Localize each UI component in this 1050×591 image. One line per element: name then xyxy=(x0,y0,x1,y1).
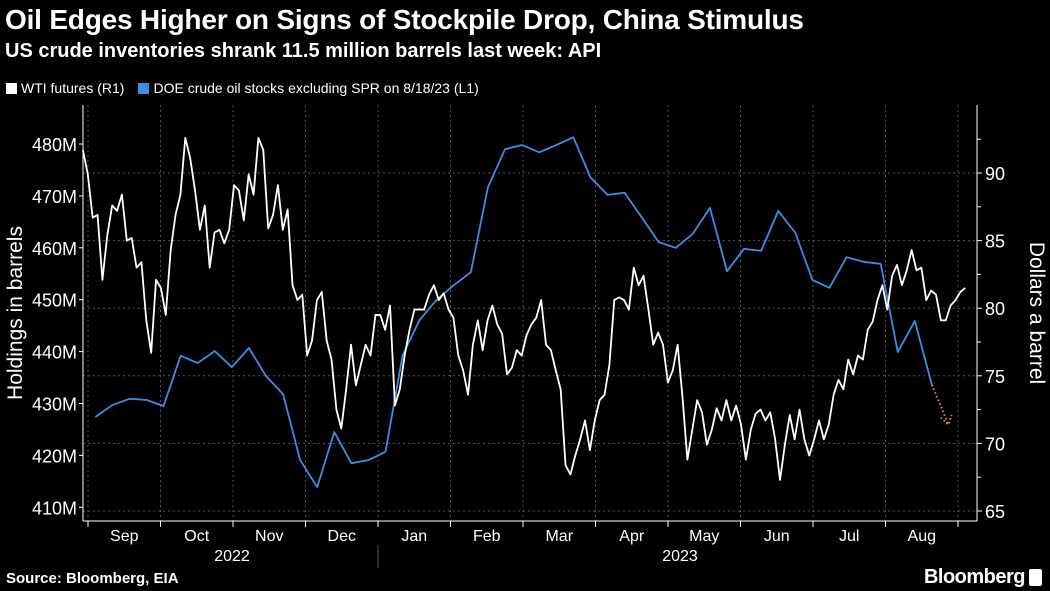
left-axis-title: Holdings in barrels xyxy=(4,226,27,400)
legend-item-doe: DOE crude oil stocks excluding SPR on 8/… xyxy=(138,80,479,96)
left-tick-label: 460M xyxy=(32,239,77,259)
source-note: Source: Bloomberg, EIA xyxy=(6,570,179,587)
legend: WTI futures (R1) DOE crude oil stocks ex… xyxy=(6,80,479,96)
x-tick-label: Oct xyxy=(184,528,209,545)
x-tick-label: Jan xyxy=(401,528,427,545)
left-tick-label: 480M xyxy=(32,135,77,155)
x-tick-label: Feb xyxy=(473,528,501,545)
bloomberg-terminal-icon xyxy=(1029,569,1042,586)
x-tick-label: Jul xyxy=(839,528,859,545)
left-tick-label: 440M xyxy=(32,343,77,363)
right-axis-title: Dollars a barrel xyxy=(1025,242,1048,384)
legend-label-wti: WTI futures (R1) xyxy=(21,80,125,96)
x-tick-label: Jun xyxy=(764,528,790,545)
brand-label: Bloomberg xyxy=(923,566,1026,588)
legend-swatch-wti xyxy=(6,82,17,94)
right-tick-label: 70 xyxy=(985,434,1005,454)
left-tick-label: 470M xyxy=(32,187,77,207)
legend-label-doe: DOE crude oil stocks excluding SPR on 8/… xyxy=(153,80,479,96)
legend-swatch-doe xyxy=(138,82,150,94)
x-tick-label: May xyxy=(689,528,719,545)
doe-stocks-line xyxy=(94,136,933,488)
legend-item-wti: WTI futures (R1) xyxy=(6,80,124,96)
chart-title: Oil Edges Higher on Signs of Stockpile D… xyxy=(5,4,804,35)
right-tick-label: 90 xyxy=(985,164,1005,184)
right-tick-label: 65 xyxy=(985,502,1005,522)
x-tick-label: Apr xyxy=(619,528,645,545)
left-tick-label: 420M xyxy=(32,446,77,466)
x-tick-label: Aug xyxy=(908,528,936,545)
right-tick-label: 80 xyxy=(985,299,1005,319)
x-tick-label: Mar xyxy=(545,528,573,545)
year-label-2023: 2023 xyxy=(662,548,698,565)
projection-arrow-line xyxy=(930,384,950,426)
left-tick-label: 450M xyxy=(32,291,77,311)
year-label-2022: 2022 xyxy=(214,548,250,565)
x-tick-label: Dec xyxy=(328,528,356,545)
right-tick-label: 85 xyxy=(985,232,1005,252)
chart-subtitle: US crude inventories shrank 11.5 million… xyxy=(5,40,602,62)
x-tick-label: Nov xyxy=(255,528,283,545)
left-tick-label: 430M xyxy=(32,395,77,415)
right-tick-label: 75 xyxy=(985,367,1005,387)
x-tick-label: Sep xyxy=(110,528,139,545)
left-tick-label: 410M xyxy=(32,498,77,518)
projection-arrowhead-icon xyxy=(939,414,953,427)
bloomberg-logo: Bloomberg xyxy=(924,566,1042,589)
wti-futures-line xyxy=(82,136,966,481)
